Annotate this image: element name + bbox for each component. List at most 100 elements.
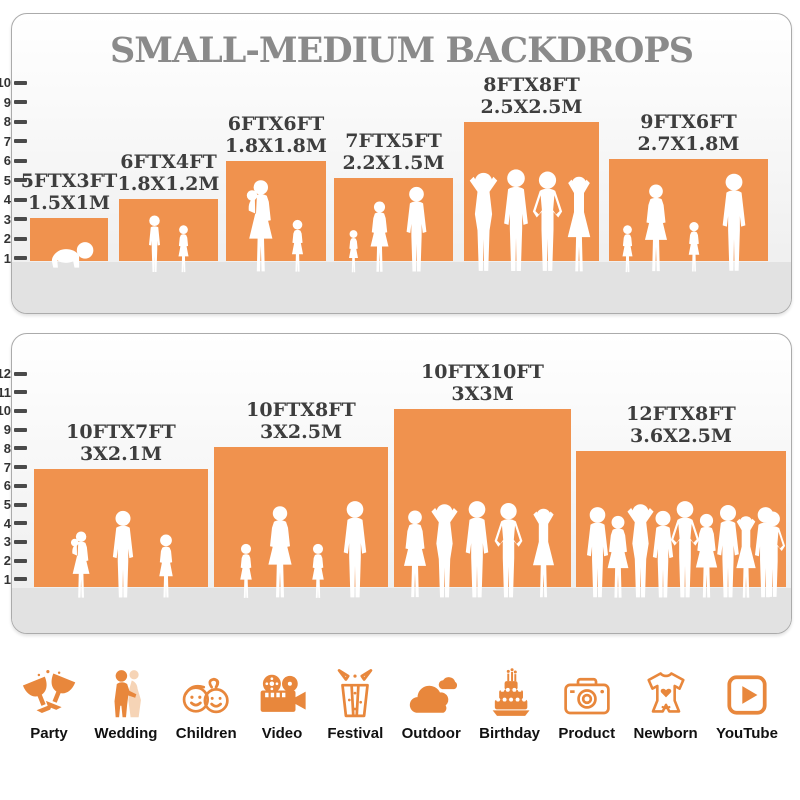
tick-mark [14, 521, 27, 526]
backdrop-7x5: 7FTX5FT 2.2X1.5M [334, 131, 453, 273]
mother-baby-silhouette [70, 531, 90, 598]
backdrop-label: 10FTX8FT 3X2.5M [246, 399, 356, 443]
tick-mark [14, 502, 27, 507]
category-festival: Festival [327, 660, 383, 742]
tick-mark [14, 371, 27, 376]
floor [12, 262, 791, 313]
tick-mark [14, 236, 27, 241]
man-silhouette [406, 186, 427, 272]
ruler-tick: 2 [0, 231, 30, 246]
category-outdoor: Outdoor [402, 660, 461, 742]
backdrop-label: 12FTX8FT 3.6X2.5M [626, 403, 736, 447]
girl-silhouette [688, 222, 700, 272]
boy-silhouette [149, 215, 160, 272]
category-label: Wedding [94, 725, 158, 742]
tick-mark [14, 256, 27, 261]
ruler-tick: 4 [0, 516, 30, 531]
category-label: Birthday [479, 725, 541, 742]
backdrop-9x6: 9FTX6FT 2.7X1.8M [609, 112, 768, 273]
woman-silhouette [268, 506, 292, 598]
ruler-tick: 8 [0, 114, 30, 129]
ruler-tick: 5 [0, 173, 30, 188]
children-icon [179, 660, 233, 720]
category-children: Children [176, 660, 237, 742]
wedding-icon [103, 660, 149, 720]
ruler-tick: 1 [0, 251, 30, 266]
category-row: Party Wedding Children [22, 660, 778, 742]
backdrop-10x7: 10FTX7FT 3X2.1M [34, 422, 208, 598]
category-newborn: Newborn [633, 660, 698, 742]
ruler-tick: 2 [0, 553, 30, 568]
backdrop-label: 10FTX10FT 3X3M [421, 361, 544, 405]
girl-silhouette [291, 219, 304, 272]
ruler-tick: 11 [0, 385, 30, 400]
girl-silhouette [349, 230, 358, 273]
ruler-tick: 10 [0, 403, 30, 418]
man-silhouette [112, 510, 134, 598]
category-label: Video [261, 725, 303, 742]
man-hands-on-hips-silhouette [759, 511, 786, 597]
tick-mark [14, 539, 27, 544]
backdrop-6x4: 6FTX4FT 1.8X1.2M [118, 152, 219, 273]
ruler-tick: 3 [0, 534, 30, 549]
ruler-tick: 9 [0, 95, 30, 110]
baby-silhouette [51, 242, 94, 268]
girl-silhouette [178, 225, 189, 273]
category-video: Video [255, 660, 309, 742]
category-label: Product [558, 725, 616, 742]
backdrop-label: 6FTX6FT 1.8X1.8M [225, 113, 327, 157]
man-silhouette [722, 173, 746, 271]
woman-silhouette [644, 184, 668, 272]
tick-mark [14, 80, 27, 85]
tick-mark [14, 465, 27, 470]
tick-mark [14, 390, 27, 395]
category-birthday: Birthday [479, 660, 540, 742]
tick-mark [14, 100, 27, 105]
ruler-tick: 6 [0, 478, 30, 493]
backdrop-label: 8FTX8FT 2.5X2.5M [480, 74, 583, 118]
woman-arms-up-silhouette [567, 176, 591, 272]
product-icon [560, 660, 614, 720]
backdrop-10x8: 10FTX8FT 3X2.5M [214, 400, 388, 598]
mother-baby-silhouette [246, 180, 273, 272]
ruler-tick: 6 [0, 153, 30, 168]
backdrop-label: 9FTX6FT 2.7X1.8M [637, 111, 740, 155]
tick-mark [14, 446, 27, 451]
newborn-icon [640, 660, 692, 720]
girl-silhouette [312, 543, 324, 598]
tick-mark [14, 119, 27, 124]
category-youtube: YouTube [716, 660, 778, 742]
ruler-tick: 8 [0, 441, 30, 456]
backdrop-8x8: 8FTX8FT 2.5X2.5M [464, 75, 599, 272]
tick-mark [14, 139, 27, 144]
tick-mark [14, 217, 27, 222]
backdrop-10x10: 10FTX10FT 3X3M [394, 362, 571, 598]
girl-silhouette [159, 534, 173, 598]
tick-mark [14, 408, 27, 413]
ruler-panel2: 12 11 10 9 8 7 6 5 4 3 2 1 [0, 366, 30, 587]
ruler-tick: 5 [0, 497, 30, 512]
category-label: Newborn [633, 725, 698, 742]
video-icon [255, 660, 309, 720]
category-label: Children [175, 725, 237, 742]
ruler-tick: 7 [0, 134, 30, 149]
tick-mark [14, 558, 27, 563]
ruler-tick: 7 [0, 460, 30, 475]
tick-mark [14, 577, 27, 582]
backdrop-label: 5FTX3FT 1.5X1M [20, 170, 118, 214]
man-hands-on-hips-silhouette [494, 503, 523, 598]
ruler-panel1: 10 9 8 7 6 5 4 3 2 1 [0, 75, 30, 266]
man-silhouette [343, 501, 367, 598]
festival-icon [330, 660, 380, 720]
tick-mark [14, 197, 27, 202]
ruler-tick: 10 [0, 75, 30, 90]
woman-silhouette [370, 201, 389, 272]
category-label: Party [30, 725, 68, 742]
ruler-tick: 9 [0, 422, 30, 437]
ruler-tick: 1 [0, 572, 30, 587]
birthday-icon [484, 660, 536, 720]
backdrop-label: 10FTX7FT 3X2.1M [66, 421, 176, 465]
girl-silhouette [240, 543, 252, 598]
category-party: Party [22, 660, 76, 742]
party-icon [22, 660, 76, 720]
